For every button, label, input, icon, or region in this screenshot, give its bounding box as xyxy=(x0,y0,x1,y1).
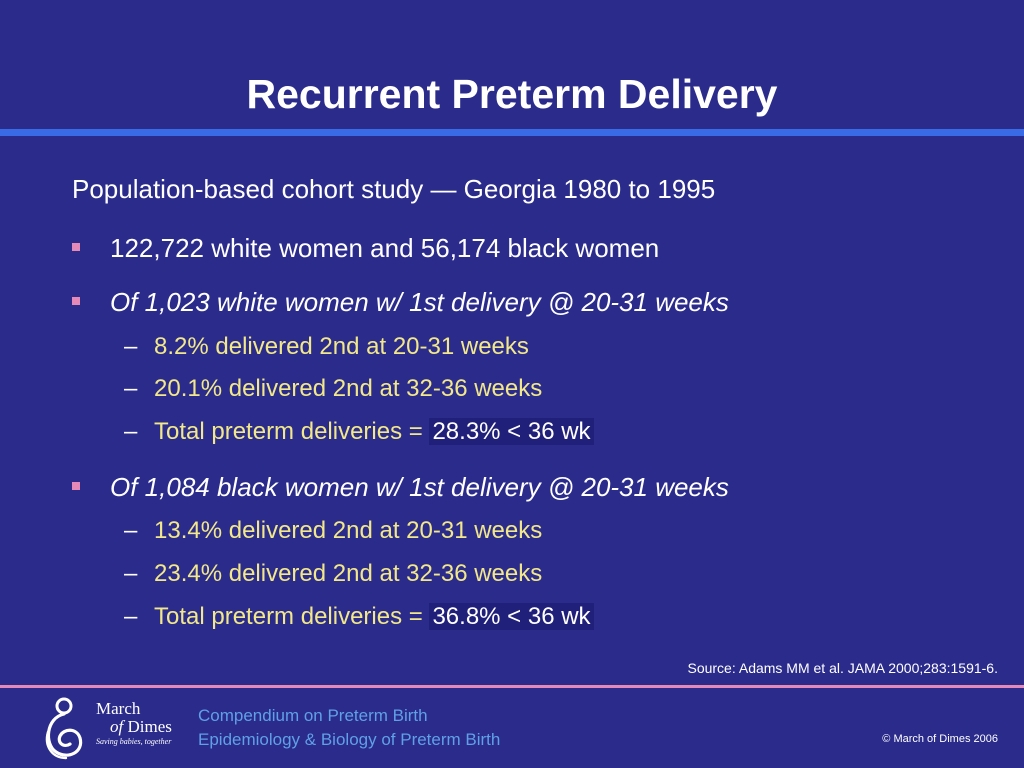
sub-bullet-text: 23.4% delivered 2nd at 32-36 weeks xyxy=(154,560,543,587)
title-divider xyxy=(0,129,1024,136)
logo-wordmark: March of Dimes Saving babies, together xyxy=(96,700,172,748)
intro-text: Population-based cohort study — Georgia … xyxy=(72,174,716,204)
sub-bullet-text: 13.4% delivered 2nd at 20-31 weeks xyxy=(154,517,543,544)
footer-line-2: Epidemiology & Biology of Preterm Birth xyxy=(198,730,501,749)
dash-marker: – xyxy=(124,560,138,587)
copyright-notice: © March of Dimes 2006 xyxy=(882,733,998,745)
dash-marker: – xyxy=(124,333,138,360)
sub-bullet-text: 20.1% delivered 2nd at 32-36 weeks xyxy=(154,375,543,402)
march-of-dimes-logo-icon xyxy=(45,697,83,760)
bullet-text: Of 1,084 black women w/ 1st delivery @ 2… xyxy=(110,472,729,502)
sub-bullet-item: –20.1% delivered 2nd at 32-36 weeks xyxy=(124,372,542,406)
sub-bullet-item: –8.2% delivered 2nd at 20-31 weeks xyxy=(124,330,529,364)
square-bullet-icon xyxy=(72,482,80,490)
sub-bullet-item: –13.4% delivered 2nd at 20-31 weeks xyxy=(124,514,542,548)
dash-marker: – xyxy=(124,375,138,402)
sub-bullet-item: –23.4% delivered 2nd at 32-36 weeks xyxy=(124,557,542,591)
logo-tagline: Saving babies, together xyxy=(96,737,172,746)
highlighted-total: 28.3% < 36 wk xyxy=(429,418,594,445)
dash-marker: – xyxy=(124,418,138,445)
source-citation: Source: Adams MM et al. JAMA 2000;283:15… xyxy=(687,660,998,676)
footer-text: Compendium on Preterm Birth Epidemiology… xyxy=(198,704,500,752)
logo-dimes: Dimes xyxy=(123,717,172,736)
square-bullet-icon xyxy=(72,243,80,251)
bullet-text: Of 1,023 white women w/ 1st delivery @ 2… xyxy=(110,287,729,317)
dash-marker: – xyxy=(124,517,138,544)
slide-title: Recurrent Preterm Delivery xyxy=(246,71,778,117)
sub-bullet-item: – Total preterm deliveries = 36.8% < 36 w… xyxy=(124,600,594,634)
dash-marker: – xyxy=(124,603,138,630)
bullet-text: 122,722 white women and 56,174 black wom… xyxy=(110,233,660,263)
sub-bullet-text: 8.2% delivered 2nd at 20-31 weeks xyxy=(154,333,529,360)
square-bullet-icon xyxy=(72,297,80,305)
footer-line-1: Compendium on Preterm Birth xyxy=(198,706,428,725)
sub-bullet-item: – Total preterm deliveries = 28.3% < 36 w… xyxy=(124,415,594,449)
highlighted-total: 36.8% < 36 wk xyxy=(429,603,594,630)
logo-line-2: of Dimes xyxy=(110,718,172,736)
sub-bullet-text: Total preterm deliveries = xyxy=(154,603,430,630)
sub-bullet-text: Total preterm deliveries = xyxy=(154,418,430,445)
footer-divider xyxy=(0,685,1024,688)
logo-line-1: March xyxy=(96,699,141,718)
logo-of: of xyxy=(110,717,124,736)
